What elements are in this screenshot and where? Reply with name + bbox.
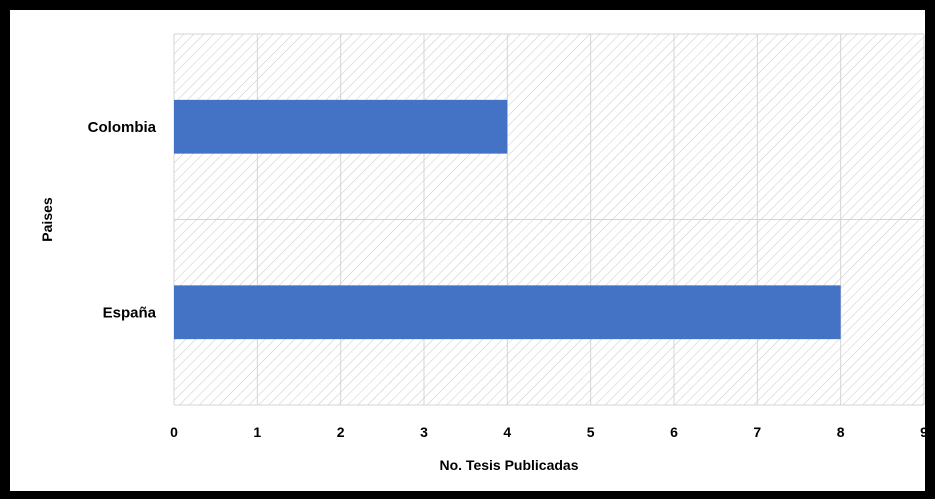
category-label: España [103,304,157,321]
x-tick-label: 6 [670,424,678,440]
x-tick-label: 3 [420,424,428,440]
bar-españa [174,285,841,340]
bar-colombia [174,99,508,154]
y-axis-label: Paises [39,197,55,242]
category-label: Colombia [88,119,157,136]
x-tick-label: 5 [587,424,595,440]
x-tick-label: 0 [170,424,178,440]
x-tick-label: 2 [337,424,345,440]
x-tick-label: 7 [753,424,761,440]
x-axis-label: No. Tesis Publicadas [439,457,578,473]
x-tick-label: 1 [253,424,261,440]
category-labels: Colombia España [88,119,157,322]
x-tick-label: 8 [837,424,845,440]
bars [174,99,841,340]
x-tick-labels: 0 1 2 3 4 5 6 7 8 9 [170,424,928,440]
gridlines [173,33,925,406]
x-tick-label: 9 [920,424,928,440]
x-tick-label: 4 [503,424,511,440]
